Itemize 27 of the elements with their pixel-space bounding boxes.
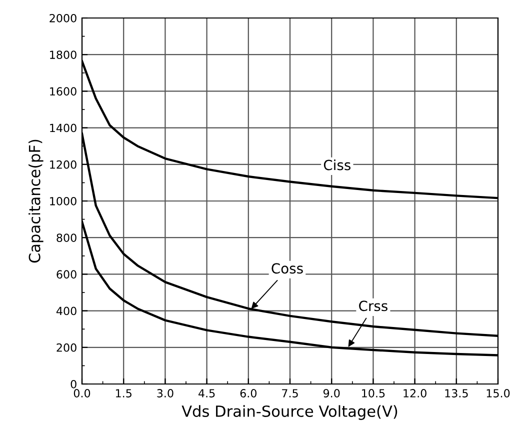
- x-tick-label: 4.5: [198, 389, 215, 398]
- x-tick-label: 13.5: [445, 389, 468, 398]
- annotation: Ciss: [324, 160, 350, 170]
- y-tick-label: 0: [70, 380, 76, 388]
- y-tick-label: 1400: [50, 124, 76, 132]
- y-axis-title: Capacitance(pF): [28, 140, 44, 263]
- y-tick-label: 1800: [50, 50, 76, 59]
- y-tick-label: 600: [56, 270, 76, 279]
- x-tick-label: 9.0: [323, 389, 340, 398]
- y-tick-label: 800: [56, 234, 76, 242]
- y-tick-label: 1000: [50, 196, 76, 206]
- y-tick-label: 200: [56, 343, 76, 352]
- x-tick-label: 15.0: [486, 389, 510, 398]
- x-tick-label: 3.0: [157, 389, 174, 398]
- x-axis-title: Vds Drain-Source Voltage(V): [182, 405, 398, 420]
- x-tick-label: 10.5: [362, 389, 385, 398]
- y-tick-label: 1600: [50, 87, 76, 96]
- y-tick-label: 2000: [50, 14, 76, 22]
- annotation: Crss: [359, 300, 388, 312]
- x-tick-label: 0.0: [74, 389, 90, 398]
- x-tick-label: 12.0: [404, 389, 426, 398]
- y-tick-label: 400: [56, 306, 76, 316]
- x-tick-label: 7.5: [282, 389, 298, 398]
- x-tick-label: 1.5: [116, 389, 132, 398]
- y-tick-label: 1200: [50, 160, 76, 169]
- annotation: Coss: [272, 263, 303, 274]
- x-tick-label: 6.0: [240, 389, 256, 398]
